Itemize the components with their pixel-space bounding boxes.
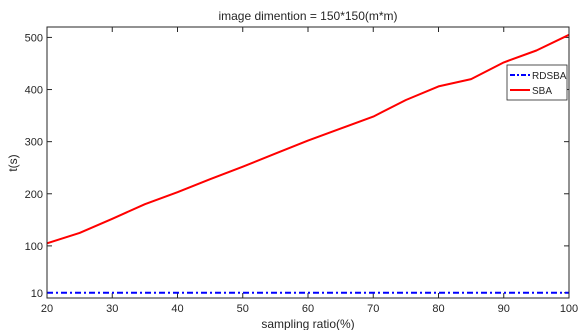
series-line-sba — [46, 33, 570, 245]
x-tick-label: 70 — [367, 303, 379, 315]
legend-box — [506, 64, 568, 101]
x-tick-label: 90 — [498, 303, 510, 315]
y-tick-label: 300 — [25, 137, 43, 149]
x-tick-label: 100 — [560, 303, 578, 315]
y-axis-label: t(s) — [6, 154, 20, 171]
y-tick-label: 10 — [31, 288, 43, 300]
x-tick-label: 20 — [41, 303, 53, 315]
plot-frame — [46, 26, 570, 299]
y-tick-label: 500 — [25, 32, 43, 44]
x-tick-label: 40 — [171, 303, 183, 315]
x-tick-label: 50 — [237, 303, 249, 315]
y-tick-label: 400 — [25, 85, 43, 97]
x-tick-label: 60 — [302, 303, 314, 315]
axis-ticks: 20 30 40 50 60 70 80 90 100 10 100 200 300 400 500 — [25, 27, 578, 315]
x-axis-label: sampling ratio(%) — [261, 317, 354, 330]
legend: RDSBA SBA — [506, 64, 568, 101]
y-tick-label: 200 — [25, 189, 43, 201]
y-tick-label: 100 — [25, 241, 43, 253]
series-layer — [46, 33, 570, 294]
plot-background — [47, 27, 569, 298]
legend-label-rdsba: RDSBA — [532, 71, 567, 82]
x-tick-label: 30 — [106, 303, 118, 315]
chart-title: image dimention = 150*150(m*m) — [218, 9, 397, 23]
x-tick-label: 80 — [432, 303, 444, 315]
legend-label-sba: SBA — [532, 86, 552, 97]
